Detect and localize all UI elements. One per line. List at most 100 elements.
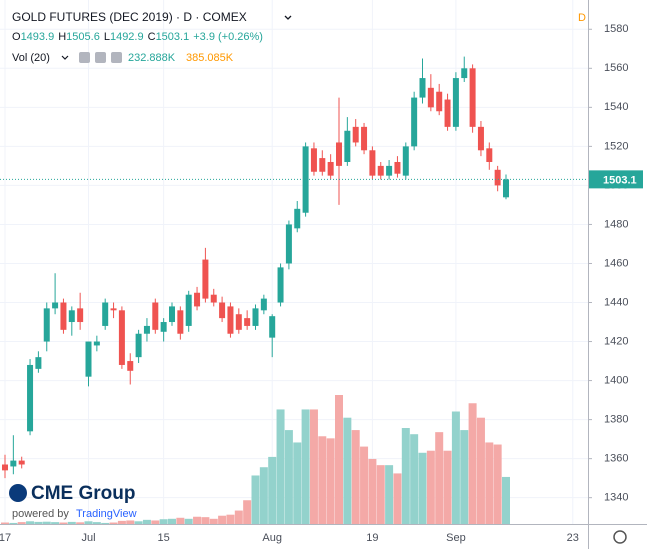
time-axis: 17 Jul 15 Aug 19 Sep 23 — [0, 532, 579, 544]
volume-bar — [410, 434, 419, 525]
volume-ma-value: 385.085K — [186, 52, 234, 64]
volume-bar — [426, 450, 435, 525]
candle-body — [344, 130, 351, 162]
y-tick-label: 1360 — [604, 453, 628, 465]
candle-body — [77, 308, 84, 323]
candle-body — [68, 310, 75, 323]
candle-body — [444, 99, 451, 127]
candle-body — [152, 302, 159, 330]
candle-body — [319, 158, 326, 172]
volume-label[interactable]: Vol (20) — [12, 52, 50, 64]
volume-bar — [259, 467, 268, 525]
readout-value: 1492.9 — [110, 31, 144, 43]
candle-body — [235, 314, 242, 330]
candle-body — [486, 148, 493, 162]
volume-bar — [318, 436, 327, 525]
volume-bar — [92, 522, 101, 525]
last-price-tag — [589, 170, 643, 189]
readout-value: 1493.9 — [21, 31, 55, 43]
volume-bar — [218, 515, 227, 525]
candle-body — [361, 126, 368, 151]
volume-bar — [284, 430, 293, 525]
volume-bar — [168, 518, 176, 525]
candle-body — [436, 91, 443, 112]
volume-bar — [67, 521, 76, 525]
volume-bar — [360, 446, 369, 525]
volume-bar — [460, 430, 469, 525]
volume-bar — [468, 403, 477, 525]
candle-body — [93, 341, 100, 346]
ohlc-readout: O1493.9 H1505.6 L1492.9 C1503.1 +3.9 (+0.26%… — [12, 31, 263, 43]
volume-bar — [401, 428, 410, 525]
volume-bar — [335, 395, 343, 525]
candle-body — [60, 302, 67, 330]
settings-icon[interactable] — [95, 52, 106, 63]
candle-body — [35, 357, 42, 369]
candle-body — [202, 259, 209, 299]
candle-body — [227, 306, 234, 334]
volume-bar — [159, 519, 168, 525]
y-tick-label: 1340 — [604, 492, 628, 504]
candle-body — [127, 361, 134, 371]
interval-badge: D — [578, 12, 586, 24]
y-tick-label: 1520 — [604, 140, 628, 152]
volume-bar — [109, 522, 118, 525]
candle-body — [110, 308, 117, 311]
y-tick-label: 1580 — [604, 23, 628, 35]
candle-body — [85, 341, 92, 377]
volume-bar — [443, 450, 452, 525]
readout-key: O — [12, 31, 21, 43]
candle-body — [260, 298, 267, 311]
volume-bar — [368, 458, 377, 525]
platform-link[interactable]: TradingView — [76, 508, 137, 520]
y-tick-label: 1380 — [604, 414, 628, 426]
candle-body — [285, 224, 292, 264]
volume-bar — [502, 476, 510, 525]
volume-bar — [84, 521, 93, 525]
candle-body — [18, 460, 25, 465]
readout-key: L — [104, 31, 110, 43]
last-price-label: 1503.1 — [603, 174, 637, 186]
candle-body — [394, 161, 401, 174]
x-tick-label: 15 — [158, 532, 170, 544]
settings-gear[interactable] — [613, 530, 627, 544]
volume-bar — [451, 411, 460, 525]
candle-body — [352, 126, 359, 143]
volume-pane — [1, 395, 510, 525]
candle-body — [52, 302, 59, 309]
volume-bar — [393, 473, 402, 525]
volume-bar — [134, 521, 143, 525]
close-icon[interactable] — [111, 52, 122, 63]
title-dropdown[interactable] — [284, 15, 292, 20]
candle-body — [277, 267, 284, 303]
x-tick-label: Aug — [262, 532, 282, 544]
candle-body — [43, 308, 50, 342]
volume-bar — [51, 522, 60, 525]
symbol-title[interactable]: GOLD FUTURES (DEC 2019) · D · COMEX — [12, 10, 247, 24]
candle-body — [402, 146, 409, 176]
volume-bar — [226, 514, 235, 525]
readout-value: 1505.6 — [66, 31, 100, 43]
y-tick-label: 1420 — [604, 335, 628, 347]
readout-change: +3.9 (+0.26%) — [193, 31, 263, 43]
volume-bar — [176, 517, 185, 525]
candle-body — [469, 68, 476, 127]
candle-body — [252, 308, 259, 326]
candle-body — [160, 322, 167, 332]
candle-body — [244, 318, 251, 326]
volume-dropdown[interactable] — [61, 55, 69, 60]
y-tick-label: 1560 — [604, 62, 628, 74]
volume-bar — [326, 438, 335, 525]
volume-bar — [76, 522, 85, 525]
eye-icon[interactable] — [79, 52, 90, 63]
volume-bar — [343, 417, 352, 525]
volume-bar — [485, 442, 494, 525]
volume-bar — [435, 432, 444, 525]
candle-body — [411, 97, 418, 147]
volume-bar — [309, 409, 318, 525]
volume-bar — [9, 522, 18, 525]
candle-body — [427, 87, 434, 108]
y-tick-label: 1400 — [604, 374, 628, 386]
volume-value: 232.888K — [128, 52, 176, 64]
